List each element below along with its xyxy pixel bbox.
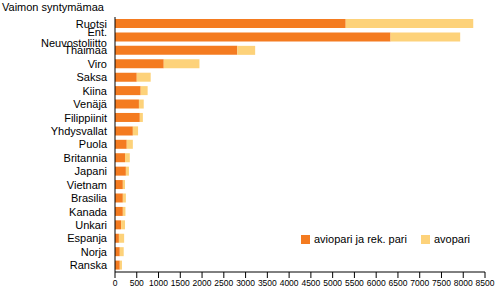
svg-text:Britannia: Britannia: [64, 152, 108, 164]
svg-text:Saksa: Saksa: [76, 71, 107, 83]
svg-text:Thaimaa: Thaimaa: [64, 44, 108, 56]
svg-text:Norja: Norja: [81, 246, 108, 258]
svg-text:3500: 3500: [258, 278, 277, 288]
svg-text:500: 500: [130, 278, 144, 288]
svg-text:8000: 8000: [454, 278, 473, 288]
svg-text:Venäjä: Venäjä: [73, 98, 108, 110]
svg-text:Brasilia: Brasilia: [71, 192, 108, 204]
svg-text:1500: 1500: [171, 278, 190, 288]
svg-text:Viro: Viro: [88, 58, 107, 70]
svg-text:1000: 1000: [149, 278, 168, 288]
svg-text:4000: 4000: [280, 278, 299, 288]
svg-text:5000: 5000: [323, 278, 342, 288]
svg-text:Puola: Puola: [79, 138, 108, 150]
svg-text:Unkari: Unkari: [75, 219, 107, 231]
svg-text:0: 0: [113, 278, 118, 288]
svg-text:5500: 5500: [345, 278, 364, 288]
svg-text:2500: 2500: [214, 278, 233, 288]
svg-text:Vietnam: Vietnam: [67, 179, 107, 191]
svg-text:4500: 4500: [301, 278, 320, 288]
svg-text:7000: 7000: [410, 278, 429, 288]
svg-text:2000: 2000: [193, 278, 212, 288]
svg-text:Japani: Japani: [75, 165, 107, 177]
svg-text:Kiina: Kiina: [83, 85, 108, 97]
svg-text:8500: 8500: [476, 278, 495, 288]
svg-text:Ranska: Ranska: [70, 259, 108, 271]
svg-text:Yhdysvallat: Yhdysvallat: [51, 125, 107, 137]
svg-text:Espanja: Espanja: [67, 232, 108, 244]
svg-text:7500: 7500: [432, 278, 451, 288]
svg-text:6500: 6500: [388, 278, 407, 288]
svg-text:3000: 3000: [236, 278, 255, 288]
svg-text:Kanada: Kanada: [69, 206, 108, 218]
svg-text:6000: 6000: [367, 278, 386, 288]
svg-text:Filippiinit: Filippiinit: [64, 112, 107, 124]
